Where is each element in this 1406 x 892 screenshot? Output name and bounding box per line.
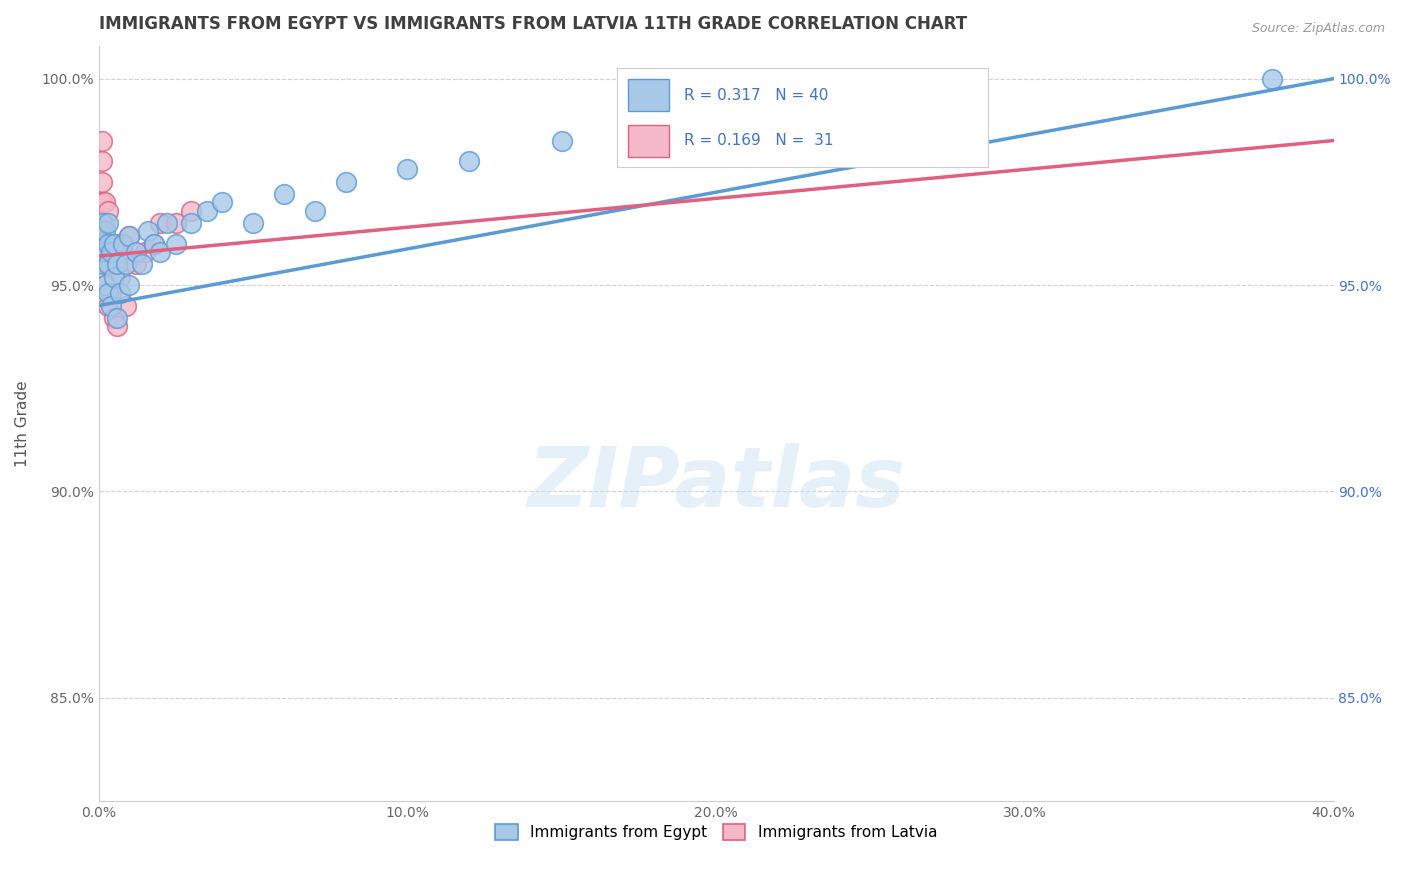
Point — [94, 195, 117, 210]
Text: ZIPatlas: ZIPatlas — [527, 443, 905, 524]
Point — [103, 257, 125, 271]
Point — [100, 286, 122, 301]
Point — [94, 257, 117, 271]
Point — [149, 245, 172, 260]
Point — [90, 195, 112, 210]
Point — [90, 216, 112, 230]
Point — [105, 236, 128, 251]
Point — [112, 245, 135, 260]
Point — [103, 269, 125, 284]
Point — [94, 236, 117, 251]
Point — [165, 236, 187, 251]
Point — [97, 257, 120, 271]
Point — [97, 236, 120, 251]
Point — [94, 278, 117, 293]
Text: IMMIGRANTS FROM EGYPT VS IMMIGRANTS FROM LATVIA 11TH GRADE CORRELATION CHART: IMMIGRANTS FROM EGYPT VS IMMIGRANTS FROM… — [98, 15, 967, 33]
Point — [112, 236, 135, 251]
Point — [134, 245, 156, 260]
Point — [97, 299, 120, 313]
Point — [94, 278, 117, 293]
Point — [124, 257, 146, 271]
Point — [118, 228, 141, 243]
Point — [1261, 71, 1284, 86]
Point — [704, 112, 727, 127]
Point — [335, 175, 357, 189]
Point — [90, 236, 112, 251]
Point — [97, 236, 120, 251]
Point — [90, 216, 112, 230]
Point — [90, 134, 112, 148]
Point — [103, 311, 125, 326]
Point — [304, 203, 326, 218]
Point — [105, 319, 128, 334]
Point — [131, 257, 153, 271]
Point — [118, 228, 141, 243]
Point — [458, 154, 481, 169]
Point — [273, 187, 295, 202]
Point — [118, 278, 141, 293]
Point — [90, 257, 112, 271]
Point — [149, 216, 172, 230]
Point — [155, 216, 177, 230]
Text: Source: ZipAtlas.com: Source: ZipAtlas.com — [1251, 22, 1385, 36]
Point — [115, 257, 138, 271]
Point — [100, 245, 122, 260]
Point — [90, 175, 112, 189]
Point — [90, 236, 112, 251]
Point — [108, 269, 131, 284]
Point — [94, 216, 117, 230]
Point — [180, 203, 202, 218]
Point — [143, 236, 166, 251]
Point — [108, 286, 131, 301]
Point — [97, 203, 120, 218]
Point — [143, 236, 166, 251]
Point — [396, 162, 419, 177]
Point — [136, 224, 159, 238]
Point — [103, 236, 125, 251]
Point — [211, 195, 233, 210]
Point — [550, 134, 572, 148]
Point — [97, 286, 120, 301]
Point — [97, 216, 120, 230]
Point — [97, 257, 120, 271]
Point — [165, 216, 187, 230]
Point — [105, 257, 128, 271]
Point — [180, 216, 202, 230]
Point — [124, 245, 146, 260]
Point — [94, 245, 117, 260]
Point — [94, 224, 117, 238]
Point — [115, 299, 138, 313]
Legend: Immigrants from Egypt, Immigrants from Latvia: Immigrants from Egypt, Immigrants from L… — [489, 818, 943, 847]
Point — [242, 216, 264, 230]
Point — [100, 245, 122, 260]
Y-axis label: 11th Grade: 11th Grade — [15, 380, 30, 467]
Point — [195, 203, 218, 218]
Point — [105, 311, 128, 326]
Point — [100, 299, 122, 313]
Point — [90, 154, 112, 169]
